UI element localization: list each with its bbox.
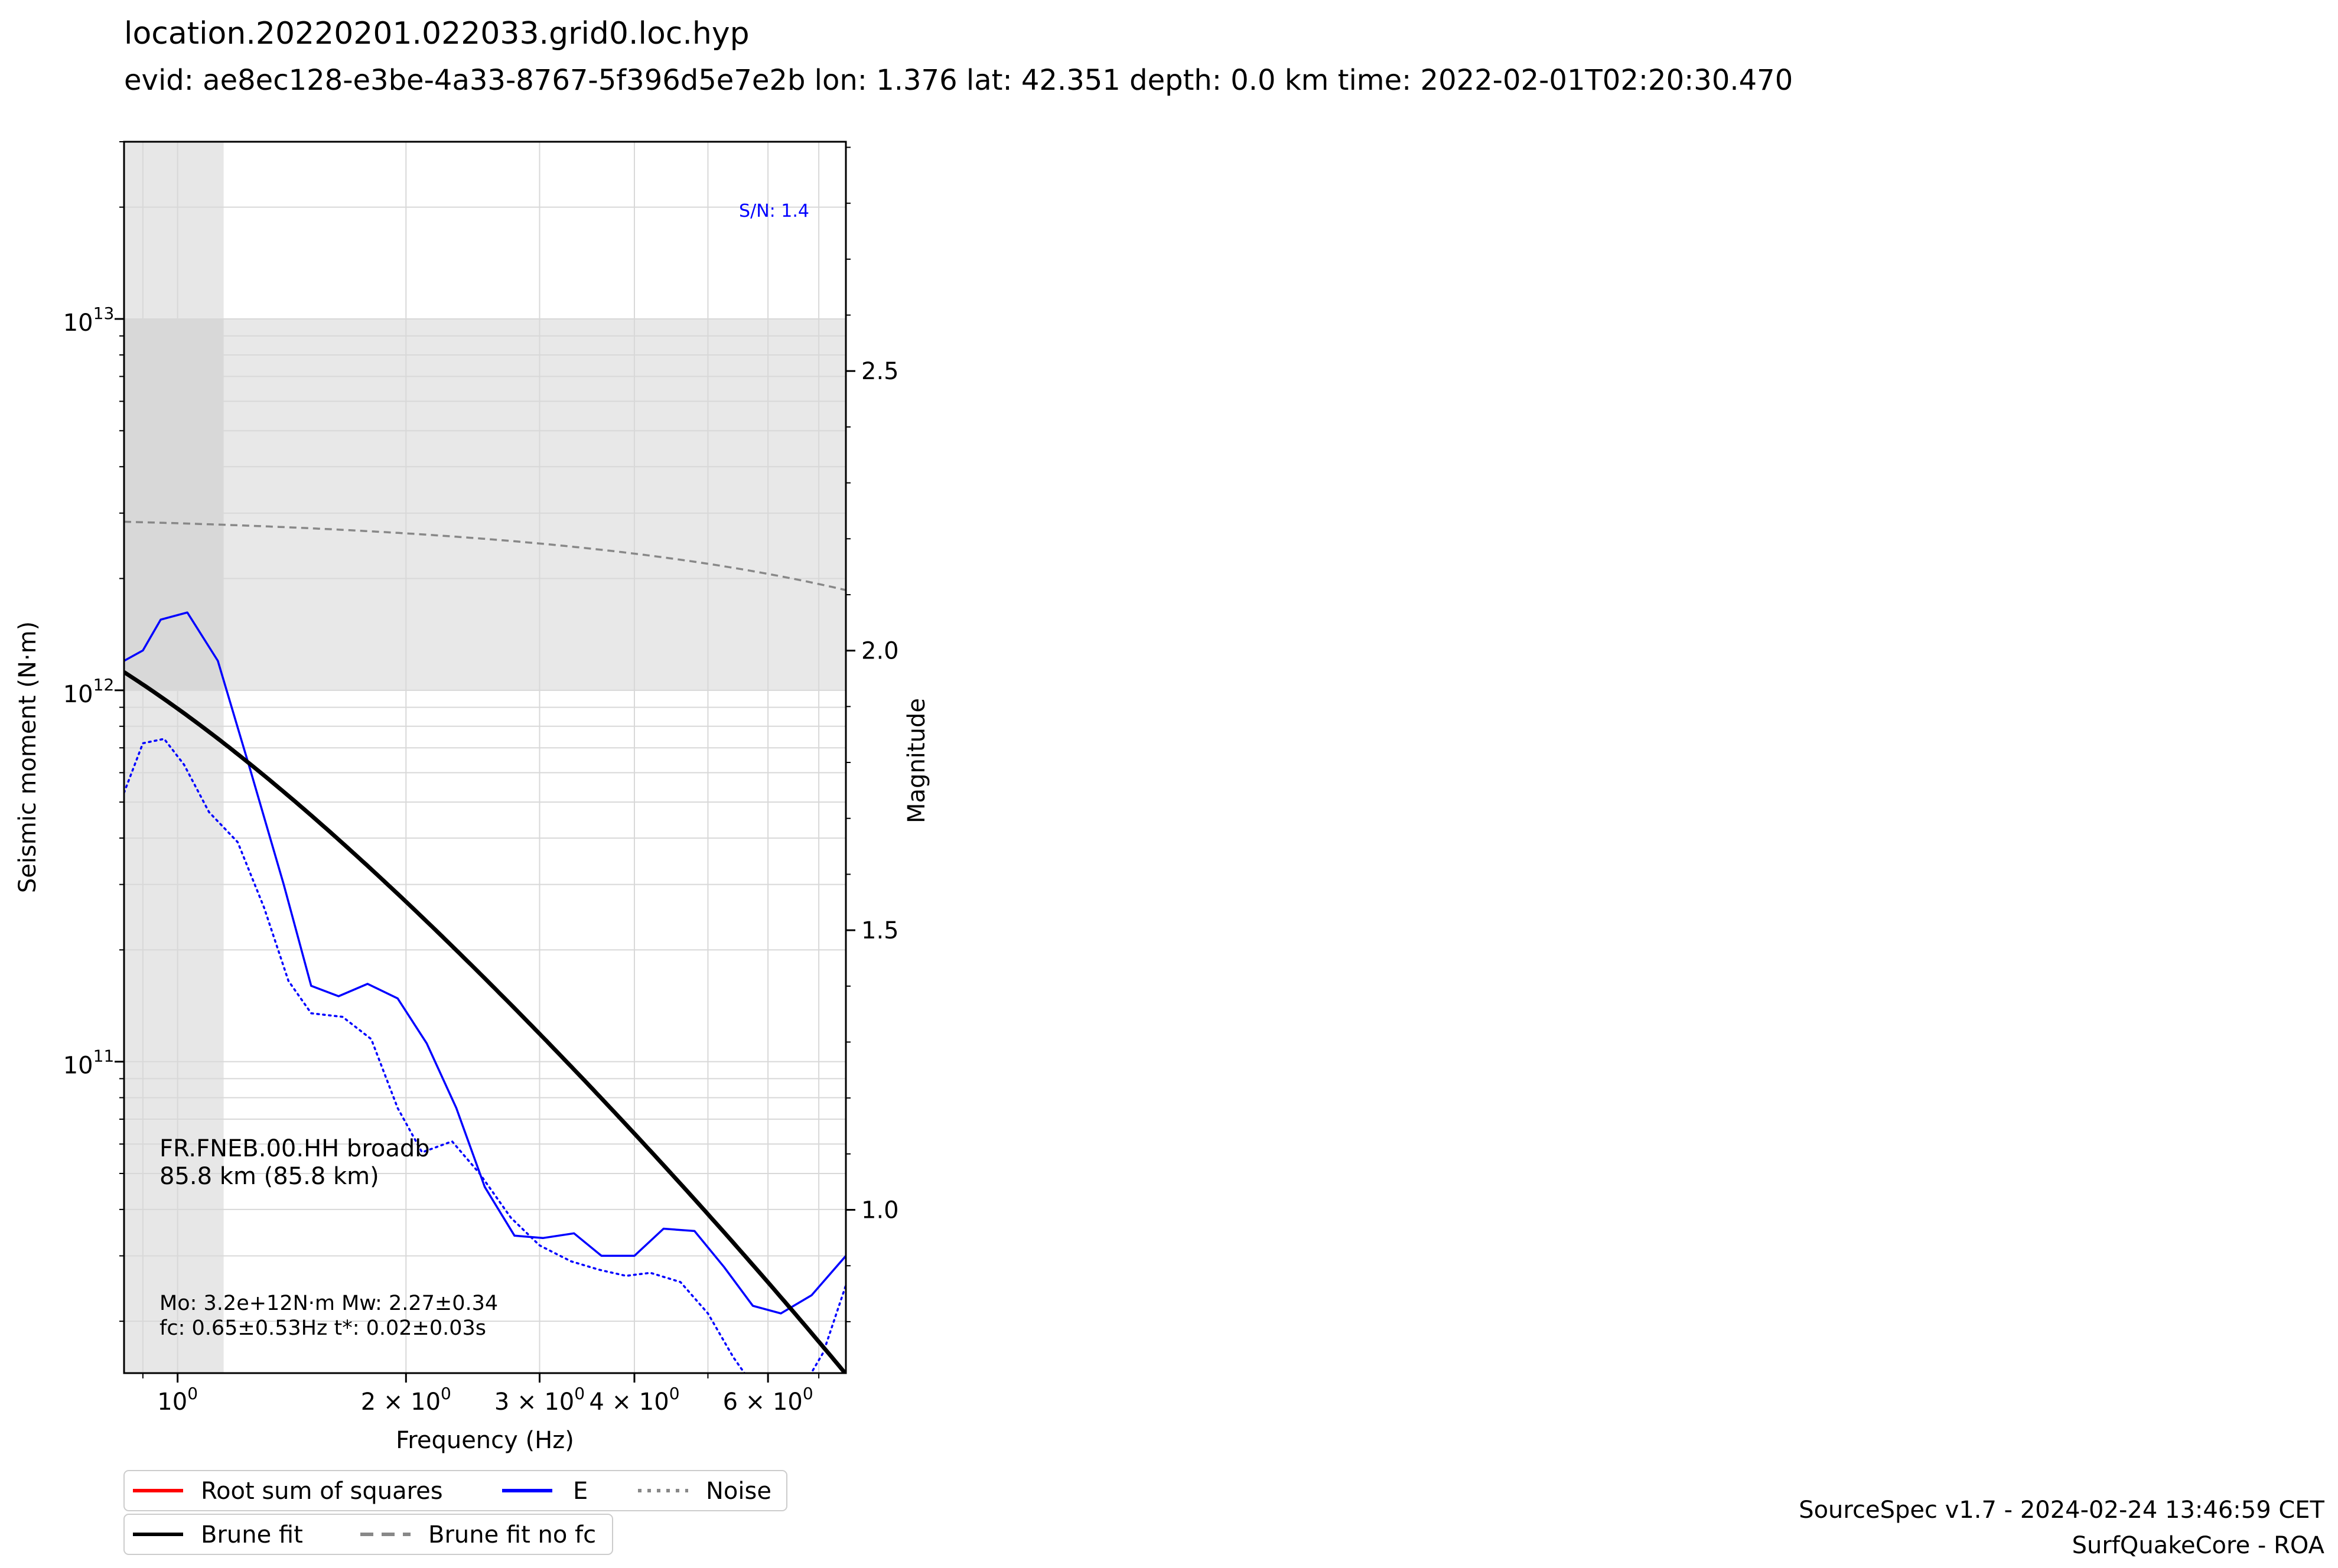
- brune-fit-no-fc-line: [124, 520, 846, 591]
- data-lines: [124, 520, 846, 1373]
- y-right-tick-label: 2.5: [861, 358, 899, 385]
- grid-lines: [124, 141, 846, 1373]
- figure-title: location.20220201.022033.grid0.loc.hyp: [124, 16, 750, 51]
- y-right-tick-label: 2.0: [861, 638, 899, 665]
- x-shaded-band: [124, 142, 224, 1373]
- sn-label: S/N: 1.4: [739, 201, 809, 221]
- legend-label-brune-nofc: Brune fit no fc: [428, 1521, 596, 1549]
- y-axis-right-label: Magnitude: [903, 698, 930, 823]
- footer-version: SourceSpec v1.7 - 2024-02-24 13:46:59 CE…: [1799, 1497, 2324, 1524]
- legend-label-brune: Brune fit: [201, 1521, 303, 1549]
- y-tick-label: 1012: [63, 675, 115, 708]
- legend: Root sum of squares E Noise Brune fit Br…: [123, 1470, 787, 1555]
- x-tick-label: 3 × 100: [494, 1384, 585, 1416]
- legend-label-e: E: [573, 1478, 588, 1505]
- legend-box-row-1: [123, 1470, 787, 1511]
- shaded-bands: [124, 142, 846, 1373]
- legend-label-rss: Root sum of squares: [201, 1478, 443, 1505]
- params-line-1: Mo: 3.2e+12N·m Mw: 2.27±0.34: [159, 1292, 498, 1315]
- station-label: FR.FNEB.00.HH broadb: [159, 1135, 430, 1162]
- x-tick-label: 2 × 100: [361, 1384, 451, 1416]
- plot-frame: [123, 141, 847, 1374]
- y-axis-label: Seismic moment (N·m): [14, 621, 41, 893]
- brune-fit-line: [124, 670, 846, 1373]
- y-right-tick-label: 1.5: [861, 917, 899, 944]
- y-tick-label: 1013: [63, 304, 115, 337]
- x-axis-label: Frequency (Hz): [396, 1427, 574, 1454]
- y-right-tick-label: 1.0: [861, 1197, 899, 1224]
- figure-subtitle: evid: ae8ec128-e3be-4a33-8767-5f396d5e7e…: [124, 64, 1793, 97]
- x-tick-label: 4 × 100: [589, 1384, 679, 1416]
- params-line-2: fc: 0.65±0.53Hz t*: 0.02±0.03s: [159, 1316, 486, 1340]
- legend-label-noise: Noise: [706, 1478, 771, 1505]
- series-line-e: [124, 611, 846, 1315]
- footer-source: SurfQuakeCore - ROA: [2072, 1532, 2325, 1559]
- distance-label: 85.8 km (85.8 km): [159, 1163, 379, 1190]
- x-tick-label: 100: [157, 1384, 198, 1416]
- x-tick-label: 6 × 100: [723, 1384, 813, 1416]
- series-line-noise: [124, 738, 846, 1373]
- y-tick-label: 1011: [63, 1047, 115, 1080]
- axis-ticks: 100 2 × 100 3 × 100 4 × 100 6 × 100 1011 1012 1…: [63, 141, 899, 1416]
- y-shaded-band: [124, 319, 846, 690]
